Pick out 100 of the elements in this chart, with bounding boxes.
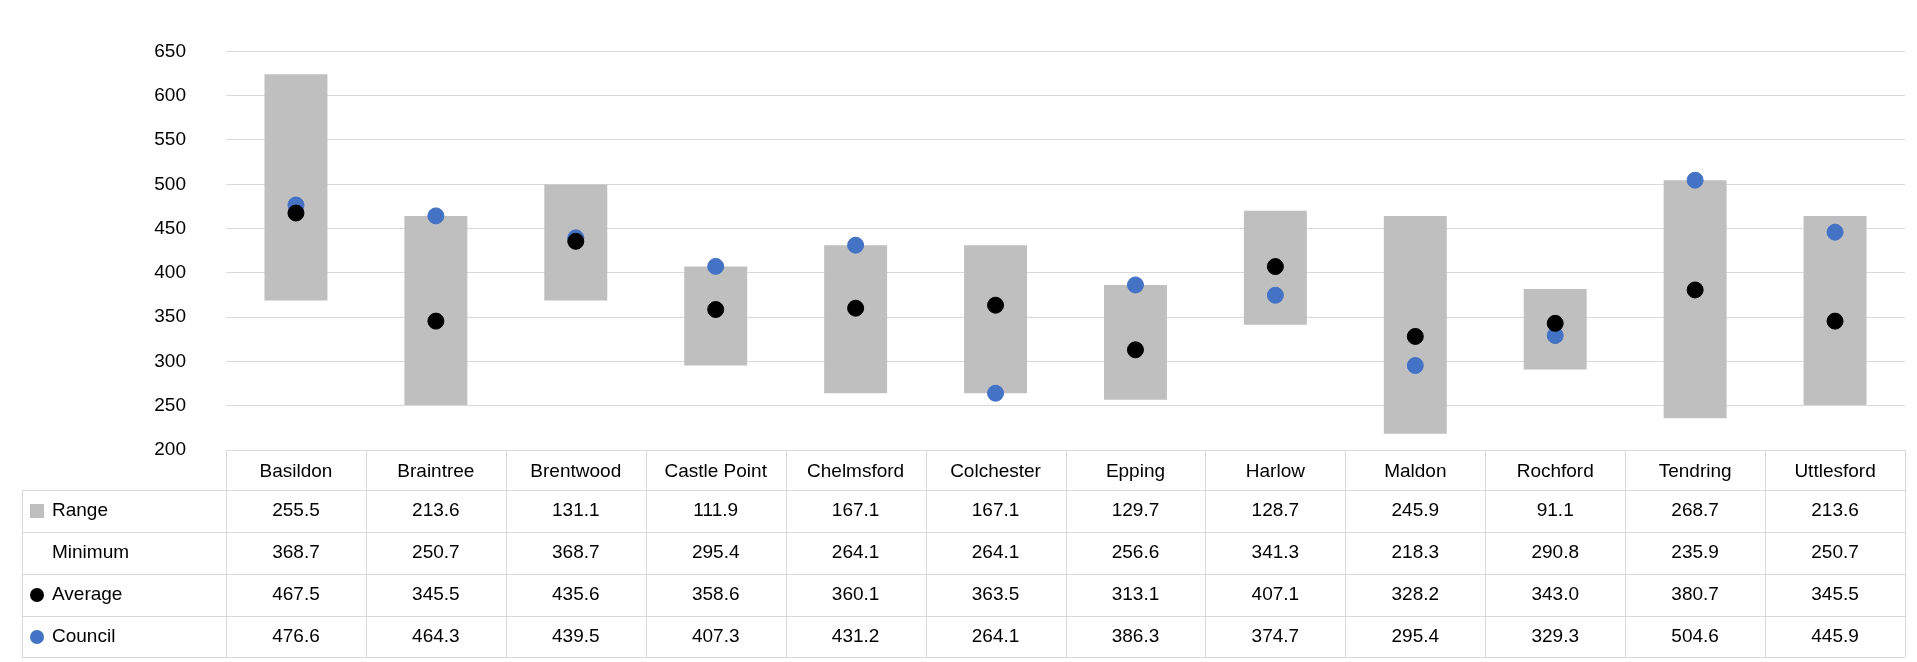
data-label: 464.3 — [412, 625, 460, 647]
legend-label: Council — [52, 625, 116, 647]
data-label: 380.7 — [1671, 583, 1719, 605]
data-label: 245.9 — [1391, 499, 1440, 521]
bar — [1383, 215, 1447, 434]
point — [427, 312, 445, 330]
text: 341.3 — [1251, 541, 1300, 563]
y-tick-label: 650 — [154, 39, 186, 61]
text: 295.4 — [691, 541, 740, 563]
data-label: 268.7 — [1671, 499, 1719, 521]
point — [1126, 276, 1144, 294]
point — [987, 296, 1005, 314]
data-label: 167.1 — [831, 499, 880, 521]
text: 264.1 — [971, 541, 1020, 563]
data-label: 358.6 — [691, 583, 740, 605]
bar — [404, 215, 468, 406]
data-label: 345.5 — [1811, 583, 1859, 605]
bar — [1103, 284, 1167, 400]
data-label: 504.6 — [1671, 625, 1719, 647]
point — [707, 301, 725, 319]
point — [1406, 327, 1424, 345]
text: 250.7 — [412, 541, 460, 563]
y-tick-label: 300 — [154, 349, 186, 371]
data-label: 467.5 — [272, 583, 320, 605]
point — [987, 384, 1005, 402]
point — [847, 236, 865, 254]
y-tick-label: 350 — [154, 305, 186, 327]
point — [1406, 357, 1424, 374]
point — [1826, 312, 1844, 330]
bar — [824, 245, 888, 394]
text: 235.9 — [1671, 541, 1719, 563]
data-label: 345.5 — [412, 583, 460, 605]
x-tick-label: Brentwood — [530, 459, 622, 481]
point — [1686, 281, 1704, 299]
text: 368.7 — [552, 541, 600, 563]
x-tick-label: Basildon — [259, 459, 333, 481]
bar — [1663, 180, 1727, 419]
legend-label: Average — [52, 583, 123, 605]
x-tick-label: Harlow — [1245, 459, 1306, 481]
point — [707, 257, 725, 275]
point — [287, 204, 305, 222]
data-label: 213.6 — [412, 499, 460, 521]
text: 250.7 — [1811, 541, 1859, 563]
data-label: 431.2 — [831, 625, 880, 647]
point — [847, 299, 865, 317]
data-label: 386.3 — [1111, 625, 1160, 647]
data-label: 363.5 — [971, 583, 1020, 605]
x-tick-label: Colchester — [950, 459, 1042, 481]
y-tick-label: 250 — [154, 393, 186, 415]
point — [1266, 286, 1284, 304]
point — [1826, 223, 1844, 241]
data-label: 255.5 — [272, 499, 320, 521]
data-label: 91.1 — [1536, 499, 1574, 521]
text: 264.1 — [831, 541, 880, 563]
data-label: 407.1 — [1251, 583, 1300, 605]
x-tick-label: Tendring — [1658, 459, 1732, 481]
x-tick-label: Uttlesford — [1794, 459, 1876, 481]
point — [427, 207, 445, 225]
bar — [964, 245, 1028, 394]
point — [1126, 341, 1144, 359]
point — [1266, 258, 1284, 276]
data-label: 343.0 — [1531, 583, 1579, 605]
data-label: 264.1 — [971, 625, 1020, 647]
data-label: 435.6 — [552, 583, 600, 605]
data-label: 360.1 — [831, 583, 880, 605]
text: 256.6 — [1111, 541, 1160, 563]
data-label: 407.3 — [691, 625, 740, 647]
bar — [1243, 210, 1307, 325]
y-tick-label: 550 — [154, 128, 186, 150]
data-label: 374.7 — [1251, 625, 1300, 647]
data-label: 313.1 — [1111, 583, 1160, 605]
data-label: 328.2 — [1391, 583, 1440, 605]
y-tick-label: 500 — [154, 172, 186, 194]
x-tick-label: Chelmsford — [807, 459, 905, 481]
legend-label: Range — [52, 499, 108, 521]
data-label: 167.1 — [971, 499, 1020, 521]
text: 368.7 — [272, 541, 320, 563]
text: Minimum — [52, 541, 130, 563]
data-label: 445.9 — [1811, 625, 1859, 647]
bar — [544, 184, 608, 301]
x-tick-label: Castle Point — [664, 459, 768, 481]
y-tick-label: 400 — [154, 261, 186, 283]
data-label: 476.6 — [272, 625, 320, 647]
text: 290.8 — [1531, 541, 1579, 563]
bar — [1803, 215, 1867, 406]
data-label: 329.3 — [1531, 625, 1579, 647]
y-tick-label: 450 — [154, 216, 186, 238]
x-tick-label: Rochford — [1516, 459, 1594, 481]
data-label: 111.9 — [693, 499, 739, 521]
data-label: 131.1 — [552, 499, 600, 521]
x-tick-label: Epping — [1105, 459, 1166, 481]
x-tick-label: Braintree — [397, 459, 475, 481]
data-label: 129.7 — [1111, 499, 1160, 521]
text: 218.3 — [1391, 541, 1440, 563]
y-tick-label: 600 — [154, 83, 186, 105]
y-tick-label: 200 — [154, 438, 186, 460]
bar — [684, 266, 748, 366]
bar — [264, 74, 328, 301]
point — [1546, 314, 1564, 332]
x-tick-label: Maldon — [1384, 459, 1447, 481]
